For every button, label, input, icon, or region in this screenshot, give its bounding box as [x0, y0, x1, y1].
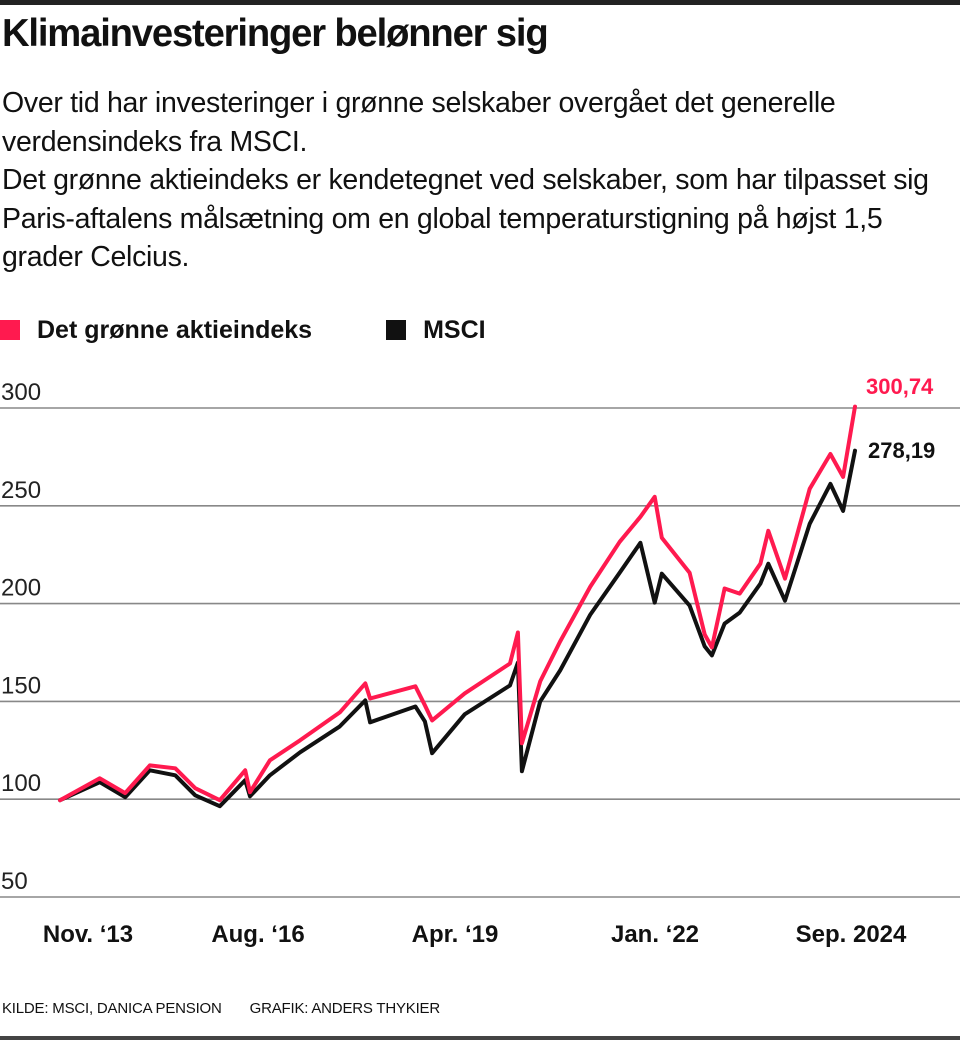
y-tick-label: 150: [1, 672, 41, 699]
end-label-green-index: 300,74: [866, 374, 934, 399]
top-border: [0, 0, 960, 5]
y-tick-label: 50: [1, 868, 28, 895]
x-tick-label: Jan. ‘22: [611, 921, 699, 948]
series-line-green-index: [58, 404, 857, 803]
graphics-credit: GRAFIK: ANDERS THYKIER: [249, 1000, 441, 1017]
x-axis-ticks: Nov. ‘13 Aug. ‘16 Apr. ‘19 Jan. ‘22 Sep. 202…: [43, 921, 907, 948]
subtitle-paragraph-2: Det grønne aktieindeks er kendetegnet ve…: [2, 164, 929, 273]
series-lines: [58, 404, 857, 809]
y-tick-label: 300: [1, 379, 41, 406]
source-label: KILDE: MSCI, DANICA PENSION: [2, 1000, 222, 1017]
legend: Det grønne aktieindeks MSCI: [0, 312, 560, 348]
gridlines: [0, 407, 960, 898]
chart-title: Klimainvesteringer belønner sig: [2, 12, 549, 55]
legend-item-green-index: Det grønne aktieindeks: [0, 316, 312, 345]
legend-label-msci: MSCI: [423, 315, 486, 344]
y-axis-ticks: 300 250 200 150 100 50: [1, 379, 41, 895]
end-label-msci: 278,19: [868, 438, 935, 463]
x-tick-label: Apr. ‘19: [412, 921, 499, 948]
legend-swatch-green-index: [0, 320, 20, 340]
x-tick-label: Nov. ‘13: [43, 921, 133, 948]
x-tick-label: Sep. 2024: [796, 921, 907, 948]
subtitle-paragraph-1: Over tid har investeringer i grønne sels…: [2, 87, 836, 158]
y-tick-label: 250: [1, 477, 41, 504]
legend-swatch-msci: [386, 320, 407, 340]
x-tick-label: Aug. ‘16: [211, 921, 304, 948]
y-tick-label: 100: [1, 770, 41, 797]
bottom-border: [0, 1036, 960, 1040]
line-chart: 300 250 200 150 100 50 300,74 278,19 Nov. ‘13 A…: [0, 374, 960, 948]
legend-item-msci: MSCI: [386, 316, 486, 345]
source-credits: KILDE: MSCI, DANICA PENSION GRAFIK: ANDE…: [2, 1000, 464, 1017]
legend-label-green-index: Det grønne aktieindeks: [37, 315, 313, 344]
series-line-msci: [58, 448, 857, 809]
end-labels: 300,74 278,19: [866, 374, 935, 463]
chart-subtitle: Over tid har investeringer i grønne sels…: [2, 84, 952, 277]
y-tick-label: 200: [1, 575, 41, 602]
